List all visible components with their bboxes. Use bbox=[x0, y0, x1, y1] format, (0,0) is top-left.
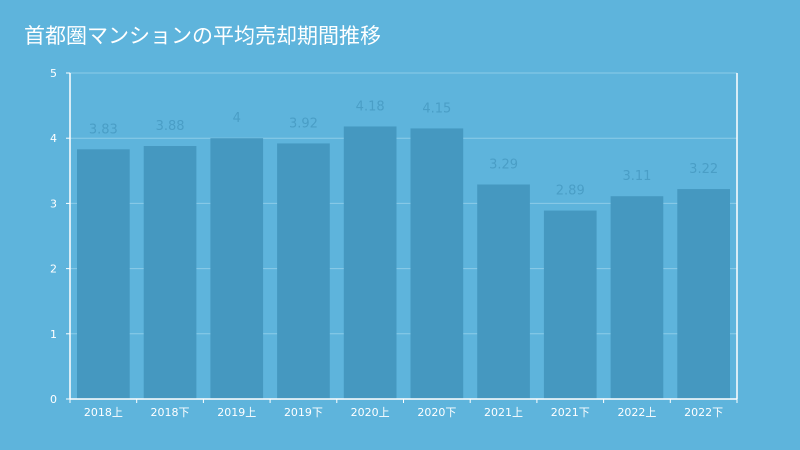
bar bbox=[677, 189, 730, 399]
y-tick-label: 5 bbox=[50, 67, 57, 80]
x-tick-label: 2020下 bbox=[417, 406, 456, 419]
bar bbox=[610, 196, 664, 399]
bar bbox=[277, 143, 330, 399]
bar bbox=[77, 149, 130, 399]
bar bbox=[143, 146, 197, 399]
x-tick-label: 2021下 bbox=[551, 406, 590, 419]
axes bbox=[66, 72, 738, 403]
data-label: 3.88 bbox=[156, 119, 185, 134]
bar bbox=[410, 128, 464, 400]
x-tick-label: 2020上 bbox=[351, 406, 390, 419]
data-label: 4.18 bbox=[356, 99, 385, 114]
x-tick-label: 2022下 bbox=[684, 406, 723, 419]
chart-title: 首都圏マンションの平均売却期間推移 bbox=[24, 24, 381, 48]
data-label: 4 bbox=[233, 111, 241, 126]
bar bbox=[477, 184, 530, 399]
x-tick-label: 2019上 bbox=[217, 406, 256, 419]
x-tick-label: 2018上 bbox=[84, 406, 123, 419]
x-tick-label: 2021上 bbox=[484, 406, 523, 419]
x-tick-label: 2022上 bbox=[617, 406, 656, 419]
x-tick-label: 2018下 bbox=[151, 406, 190, 419]
y-tick-label: 1 bbox=[50, 328, 57, 341]
bars bbox=[77, 126, 730, 400]
data-label: 3.83 bbox=[89, 122, 118, 137]
bar bbox=[210, 138, 264, 399]
data-label: 3.11 bbox=[622, 169, 651, 184]
y-tick-label: 2 bbox=[50, 263, 57, 276]
y-tick-label: 4 bbox=[50, 132, 57, 145]
y-tick-label: 0 bbox=[50, 393, 57, 406]
bar bbox=[543, 210, 597, 399]
data-label: 3.92 bbox=[289, 116, 318, 131]
y-tick-label: 3 bbox=[50, 197, 57, 210]
tick-labels: 0 1 2 3 4 5 2018上 2018下 2019上 2019下 2020上 2020下 2021… bbox=[50, 67, 723, 419]
data-label: 2.89 bbox=[556, 184, 585, 199]
bar bbox=[343, 126, 397, 400]
data-labels: 3.83 3.88 4 3.92 4.18 4.15 3.29 2.89 3.11 3.22 bbox=[89, 99, 718, 198]
data-label: 4.15 bbox=[422, 101, 451, 116]
x-tick-label: 2019下 bbox=[284, 406, 323, 419]
data-label: 3.22 bbox=[689, 162, 718, 177]
data-label: 3.29 bbox=[489, 157, 518, 172]
